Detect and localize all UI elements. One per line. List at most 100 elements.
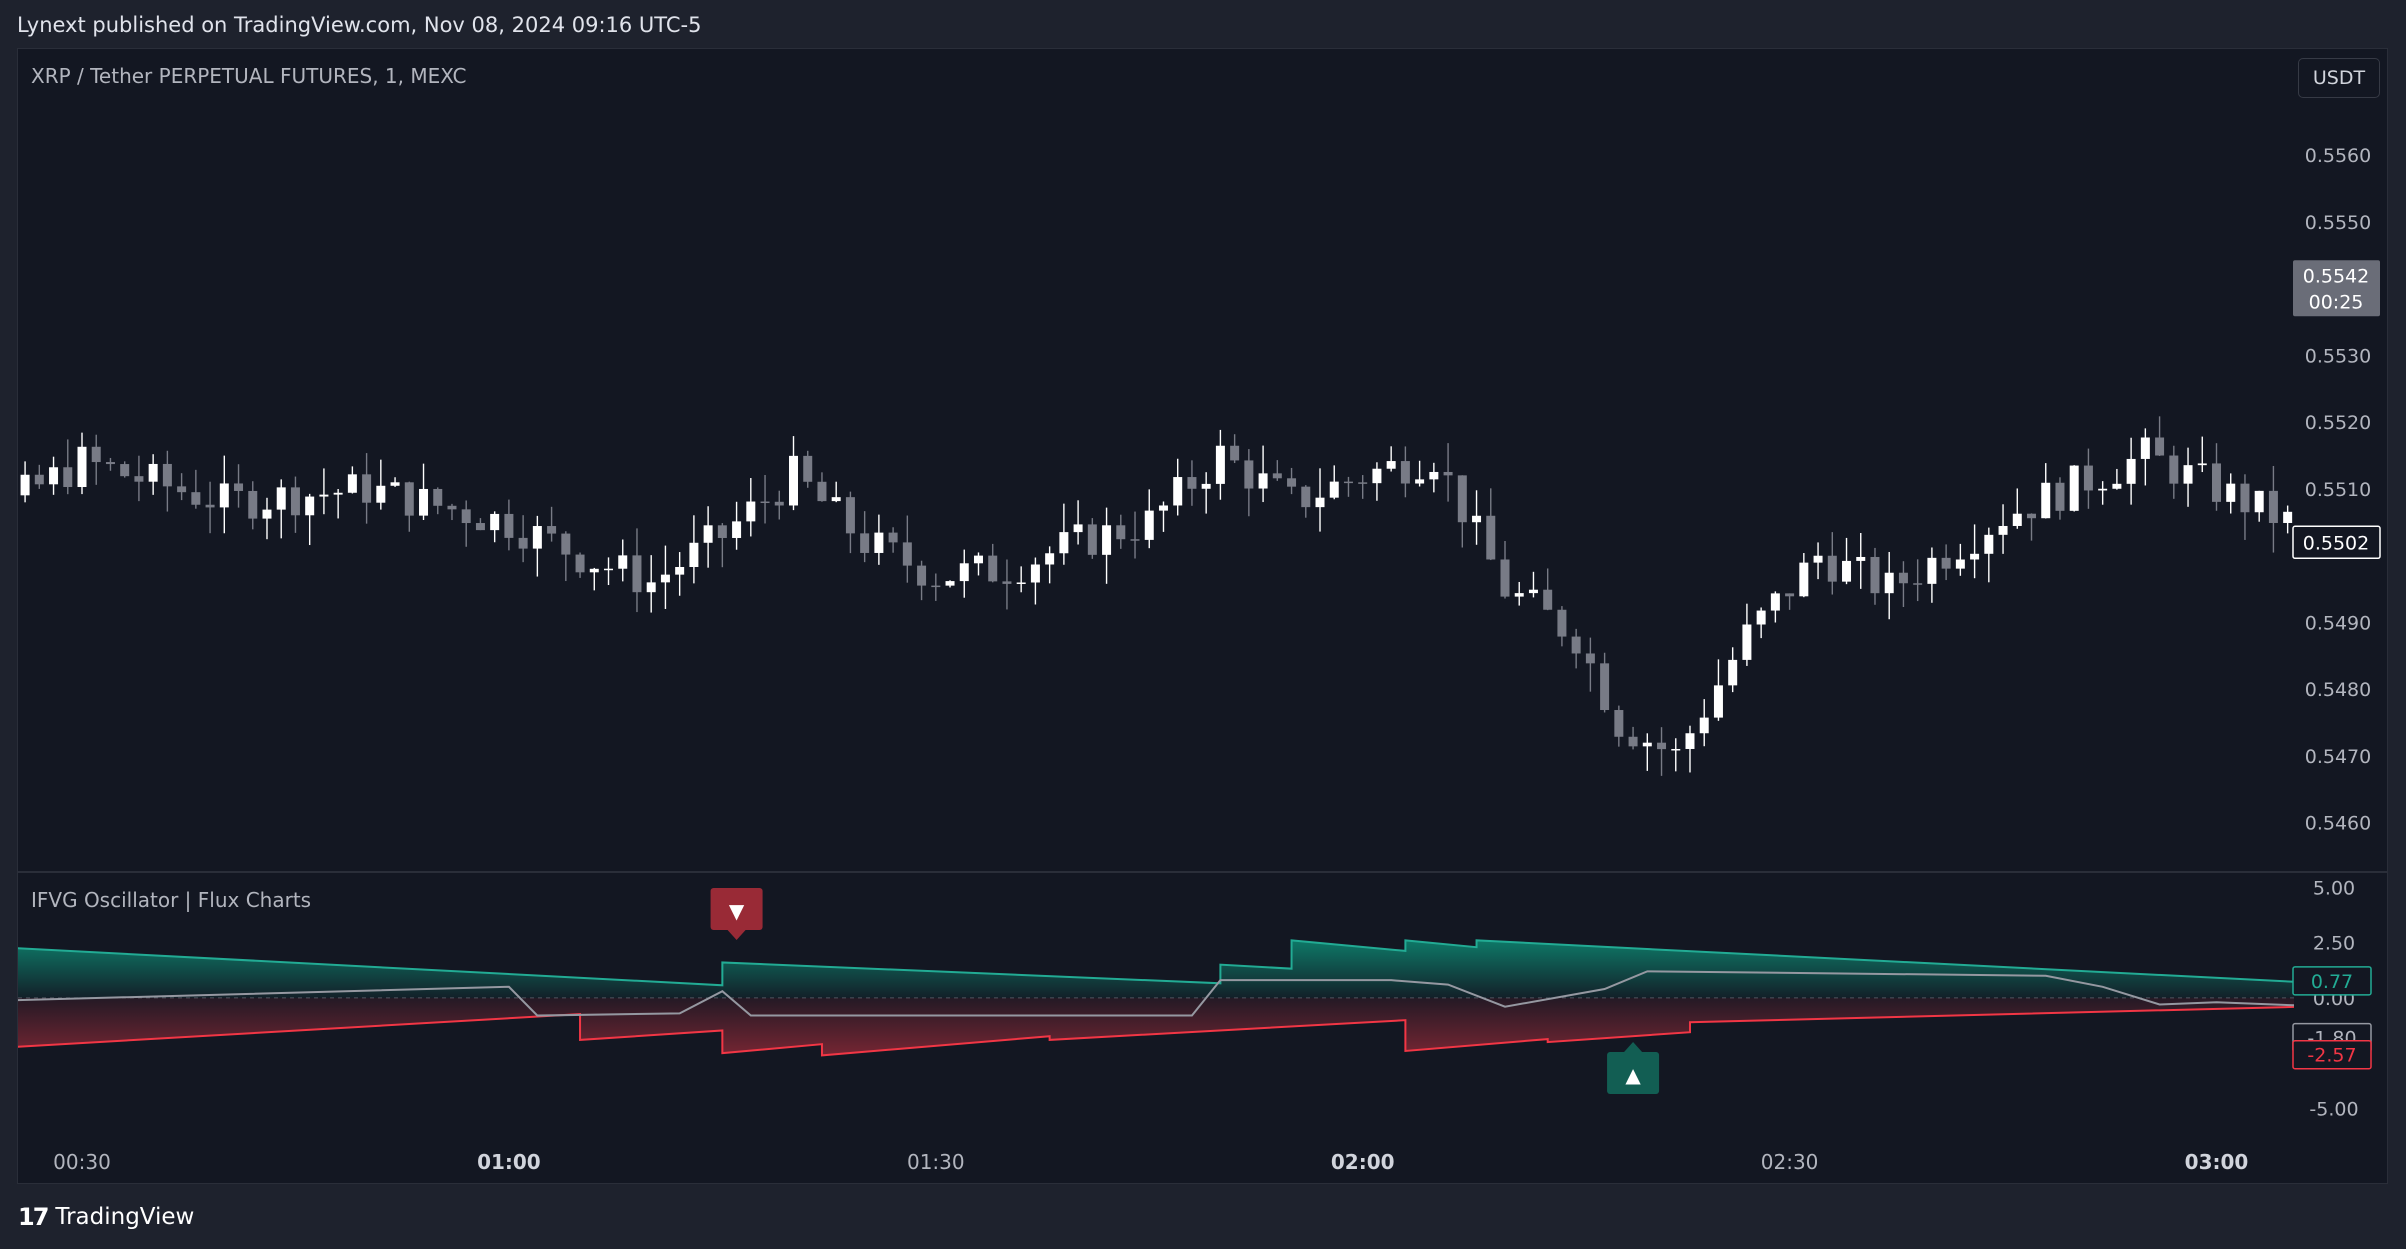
candle-body[interactable]: [732, 521, 742, 538]
candle-body[interactable]: [1628, 736, 1638, 747]
candle-body[interactable]: [1600, 663, 1610, 711]
candle-body[interactable]: [2369, 577, 2378, 612]
candle-body[interactable]: [1955, 559, 1965, 569]
candle-body[interactable]: [1842, 560, 1852, 582]
candle-body[interactable]: [34, 474, 44, 485]
candle-body[interactable]: [6, 495, 15, 525]
candle-body[interactable]: [1500, 559, 1510, 597]
candle-body[interactable]: [988, 555, 998, 582]
candle-body[interactable]: [77, 446, 87, 488]
candle-body[interactable]: [518, 537, 528, 549]
candle-body[interactable]: [1301, 486, 1311, 508]
candle-body[interactable]: [1244, 460, 1254, 489]
candle-body[interactable]: [1742, 624, 1752, 660]
candle-body[interactable]: [1998, 525, 2008, 535]
candle-body[interactable]: [1102, 525, 1112, 555]
bear-value-label[interactable]: -2.57: [2292, 1039, 2372, 1070]
candle-body[interactable]: [333, 492, 343, 495]
candle-body[interactable]: [1657, 742, 1667, 750]
tradingview-logo[interactable]: 17 TradingView: [18, 1203, 194, 1231]
countdown-price-label[interactable]: 0.5542 00:25: [2293, 260, 2380, 317]
candle-body[interactable]: [2112, 483, 2122, 489]
candle-body[interactable]: [1287, 478, 1297, 487]
candle-body[interactable]: [888, 532, 898, 543]
candle-body[interactable]: [177, 486, 187, 493]
candle-body[interactable]: [1870, 556, 1880, 594]
candle-body[interactable]: [2083, 465, 2093, 491]
candle-body[interactable]: [1415, 479, 1425, 484]
candle-body[interactable]: [2240, 483, 2250, 513]
candle-body[interactable]: [2226, 483, 2236, 502]
candle-body[interactable]: [1358, 482, 1368, 484]
candle-body[interactable]: [347, 474, 357, 493]
candle-body[interactable]: [746, 501, 756, 522]
bullish-signal-marker[interactable]: ▲: [1607, 1042, 1660, 1094]
candle-body[interactable]: [1258, 473, 1268, 489]
candle-body[interactable]: [1457, 475, 1467, 523]
candle-body[interactable]: [1215, 445, 1225, 484]
candle-body[interactable]: [646, 582, 656, 593]
candle-body[interactable]: [2126, 458, 2136, 484]
candle-body[interactable]: [2140, 437, 2150, 459]
candle-body[interactable]: [134, 476, 144, 482]
candle-body[interactable]: [1685, 733, 1695, 749]
candle-body[interactable]: [2254, 490, 2264, 513]
candle-body[interactable]: [2397, 648, 2406, 667]
candle-body[interactable]: [319, 494, 329, 497]
candle-body[interactable]: [1472, 515, 1482, 523]
candle-body[interactable]: [1386, 461, 1396, 469]
candle-body[interactable]: [205, 504, 215, 508]
candle-body[interactable]: [105, 462, 115, 465]
candle-body[interactable]: [1785, 593, 1795, 597]
candle-body[interactable]: [1087, 524, 1097, 555]
candle-body[interactable]: [63, 467, 73, 488]
candle-body[interactable]: [433, 488, 443, 506]
candle-body[interactable]: [248, 490, 258, 519]
candle-body[interactable]: [305, 496, 315, 516]
candle-body[interactable]: [2098, 488, 2108, 491]
candle-body[interactable]: [2354, 568, 2363, 577]
candle-body[interactable]: [675, 567, 685, 575]
candle-body[interactable]: [1813, 555, 1823, 563]
candle-body[interactable]: [1201, 483, 1211, 489]
candle-body[interactable]: [191, 492, 201, 505]
candle-body[interactable]: [2041, 482, 2051, 519]
candle-body[interactable]: [959, 563, 969, 582]
candle-body[interactable]: [20, 474, 30, 496]
candle-body[interactable]: [91, 446, 101, 463]
candle-body[interactable]: [404, 482, 414, 516]
candle-body[interactable]: [774, 501, 784, 506]
price-pane[interactable]: [0, 392, 2406, 800]
candle-body[interactable]: [1898, 572, 1908, 584]
candle-body[interactable]: [461, 509, 471, 524]
candle-body[interactable]: [1045, 553, 1055, 565]
candle-body[interactable]: [575, 554, 585, 573]
candle-body[interactable]: [504, 513, 514, 538]
candle-body[interactable]: [1016, 582, 1026, 584]
candle-body[interactable]: [2012, 513, 2022, 526]
candle-body[interactable]: [604, 568, 614, 571]
candle-body[interactable]: [120, 464, 130, 477]
candle-body[interactable]: [1400, 461, 1410, 484]
candle-body[interactable]: [831, 497, 841, 502]
oscillator-pane[interactable]: [0, 939, 2406, 1108]
candle-body[interactable]: [2027, 513, 2037, 519]
candle-body[interactable]: [1486, 515, 1496, 560]
candle-body[interactable]: [1699, 717, 1709, 734]
candle-body[interactable]: [1927, 557, 1937, 584]
candle-body[interactable]: [1856, 556, 1866, 561]
candle-body[interactable]: [589, 568, 599, 573]
candle-body[interactable]: [902, 542, 912, 566]
candle-body[interactable]: [1429, 471, 1439, 480]
candle-body[interactable]: [490, 513, 500, 531]
candle-body[interactable]: [1059, 532, 1069, 554]
candle-body[interactable]: [1913, 583, 1923, 585]
candle-body[interactable]: [717, 525, 727, 538]
candle-body[interactable]: [1315, 497, 1325, 508]
candle-body[interactable]: [945, 581, 955, 586]
candle-body[interactable]: [447, 505, 457, 510]
last-price-label[interactable]: 0.5502: [2292, 525, 2381, 560]
candle-body[interactable]: [262, 509, 272, 519]
candle-body[interactable]: [917, 565, 927, 586]
